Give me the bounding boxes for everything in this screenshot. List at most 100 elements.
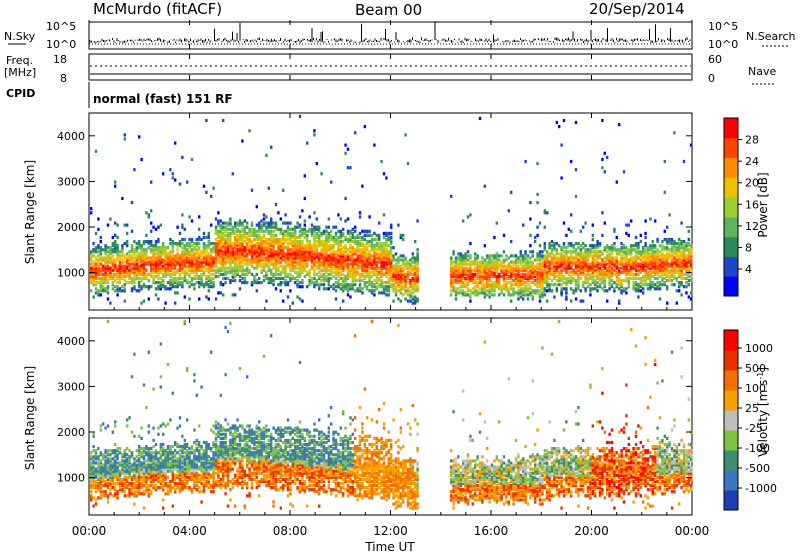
heatmap-cell xyxy=(334,266,338,270)
heatmap-cell xyxy=(613,242,616,246)
heatmap-cell xyxy=(637,285,640,289)
heatmap-cell xyxy=(190,268,194,272)
heatmap-cell xyxy=(404,285,407,289)
heatmap-cell xyxy=(663,260,666,264)
heatmap-cell xyxy=(361,262,364,266)
heatmap-cell xyxy=(399,266,402,270)
heatmap-cell xyxy=(231,172,234,176)
heatmap-cell xyxy=(200,268,203,272)
heatmap-cell xyxy=(680,254,683,258)
heatmap-cell xyxy=(493,266,496,270)
heatmap-cell xyxy=(466,266,470,270)
heatmap-cell xyxy=(351,287,354,291)
heatmap-cell xyxy=(658,268,662,272)
heatmap-cell xyxy=(217,231,220,235)
heatmap-cell xyxy=(241,281,244,285)
heatmap-cell xyxy=(510,299,513,303)
heatmap-cell xyxy=(663,262,666,266)
heatmap-cell xyxy=(495,274,498,279)
heatmap-cell xyxy=(476,272,479,276)
heatmap-cell xyxy=(385,254,388,258)
heatmap-cell xyxy=(642,279,645,283)
heatmap-cell xyxy=(162,258,165,262)
heatmap-cell xyxy=(409,295,412,299)
heatmap-cell xyxy=(596,281,599,285)
heatmap-cell xyxy=(385,287,388,291)
heatmap-cell xyxy=(524,293,527,297)
heatmap-cell xyxy=(397,268,400,272)
heatmap-cell xyxy=(334,289,338,293)
heatmap-cell xyxy=(174,270,177,274)
heatmap-cell xyxy=(303,274,306,279)
heatmap-cell xyxy=(277,260,280,264)
heatmap-cell xyxy=(536,192,539,196)
heatmap-cell xyxy=(207,276,210,281)
heatmap-cell xyxy=(555,274,558,279)
heatmap-cell xyxy=(344,279,347,283)
heatmap-cell xyxy=(142,268,146,272)
heatmap-cell xyxy=(284,254,287,258)
heatmap-cell xyxy=(687,279,690,283)
heatmap-cell xyxy=(639,250,642,254)
heatmap-cell xyxy=(519,281,522,285)
heatmap-cell xyxy=(481,274,484,279)
heatmap-cell xyxy=(229,231,232,235)
heatmap-cell xyxy=(630,244,633,248)
heatmap-cell xyxy=(567,266,570,270)
heatmap-cell xyxy=(682,258,686,262)
heatmap-cell xyxy=(325,254,328,258)
heatmap-cell xyxy=(500,289,503,293)
heatmap-cell xyxy=(591,244,594,248)
heatmap-cell xyxy=(339,240,342,244)
heatmap-cell xyxy=(622,268,626,272)
heatmap-cell xyxy=(193,274,196,279)
heatmap-cell xyxy=(524,266,527,270)
heatmap-cell xyxy=(234,246,237,250)
heatmap-cell xyxy=(104,260,107,264)
heatmap-cell xyxy=(601,157,604,162)
heatmap-cell xyxy=(596,264,599,268)
heatmap-cell xyxy=(670,279,674,283)
heatmap-cell xyxy=(147,287,150,291)
heatmap-cell xyxy=(217,235,220,240)
heatmap-cell xyxy=(320,254,323,258)
heatmap-cell xyxy=(186,264,189,268)
heatmap-cell xyxy=(279,237,282,242)
heatmap-cell xyxy=(291,268,294,272)
heatmap-cell xyxy=(229,268,232,272)
heatmap-cell xyxy=(685,242,688,246)
heatmap-cell xyxy=(174,141,177,145)
heatmap-cell xyxy=(270,268,273,272)
heatmap-cell xyxy=(651,285,654,289)
heatmap-cell xyxy=(90,254,93,258)
heatmap-cell xyxy=(219,262,222,266)
heatmap-cell xyxy=(152,268,155,272)
heatmap-cell xyxy=(214,217,218,221)
heatmap-cell xyxy=(346,262,350,266)
heatmap-cell xyxy=(538,252,542,256)
heatmap-cell xyxy=(217,240,220,244)
heatmap-cell xyxy=(543,289,546,293)
heatmap-cell xyxy=(519,274,522,279)
heatmap-cell xyxy=(495,270,498,274)
heatmap-cell xyxy=(272,221,275,225)
heatmap-cell xyxy=(181,258,184,262)
heatmap-cell xyxy=(214,274,218,279)
heatmap-cell xyxy=(214,252,218,256)
heatmap-cell xyxy=(363,125,366,129)
heatmap-cell xyxy=(385,250,388,254)
heatmap-cell xyxy=(104,289,107,293)
heatmap-cell xyxy=(116,246,119,250)
heatmap-cell xyxy=(654,287,657,291)
heatmap-cell xyxy=(320,262,323,266)
heatmap-cell xyxy=(193,252,196,256)
heatmap-cell xyxy=(668,279,671,283)
heatmap-cell xyxy=(270,237,273,242)
heatmap-cell xyxy=(478,287,482,291)
heatmap-cell xyxy=(687,242,690,246)
heatmap-cell xyxy=(538,250,542,254)
heatmap-cell xyxy=(526,289,530,293)
heatmap-cell xyxy=(334,237,338,242)
heatmap-cell xyxy=(524,289,527,293)
heatmap-cell xyxy=(109,258,112,262)
